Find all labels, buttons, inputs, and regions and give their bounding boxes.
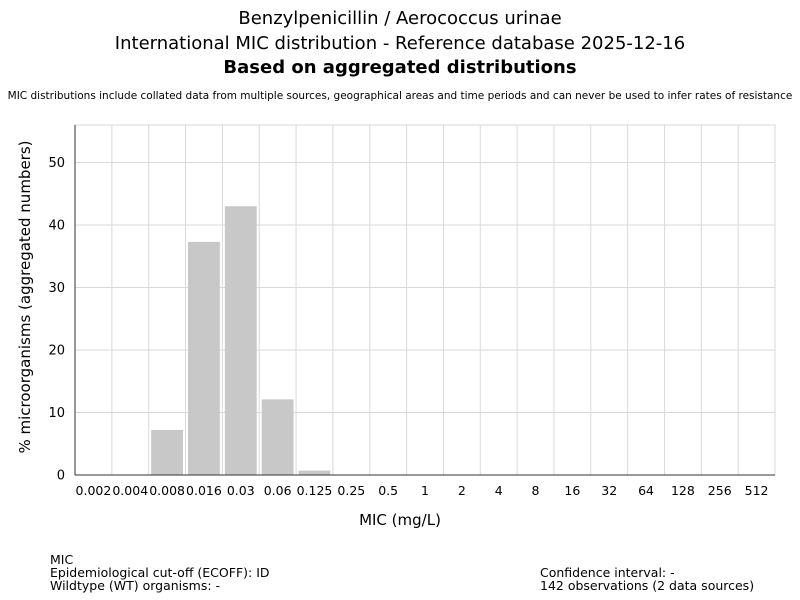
x-tick-label: 16 [564,483,580,498]
footer-right: Confidence interval: - 142 observations … [540,566,754,592]
bar-0.016 [188,241,220,475]
footer-left: MIC Epidemiological cut-off (ECOFF): ID … [50,553,270,592]
x-tick-label: 4 [495,483,503,498]
bar-0.03 [224,206,257,475]
y-tick-label: 0 [57,469,65,484]
plot-frame [74,124,776,476]
x-tick-label: 512 [745,483,769,498]
x-tick-label: 128 [671,483,695,498]
x-tick-label: 256 [708,483,732,498]
x-tick-label: 0.06 [264,483,292,498]
chart-title: Benzylpenicillin / Aerococcus urinae [238,8,562,29]
axes-group [74,125,775,476]
footer-ecoff: Epidemiological cut-off (ECOFF): ID [50,565,270,580]
footer-observations: 142 observations (2 data sources) [540,578,755,593]
y-tick-label: 40 [48,219,65,234]
y-tick-label: 50 [48,156,65,171]
footer-wildtype: Wildtype (WT) organisms: - [50,578,221,593]
y-tick-label: 10 [48,406,65,421]
y-axis-label: % microorganisms (aggregated numbers) [16,140,34,453]
bar-0.125 [298,470,331,475]
x-tick-label: 0.004 [112,483,148,498]
y-tick-labels: 0 10 20 30 40 50 [48,156,65,484]
x-tick-label: 32 [601,483,617,498]
chart-basis-heading: Based on aggregated distributions [223,57,577,78]
bar-0.008 [151,430,184,475]
y-tick-label: 20 [48,344,65,359]
x-tick-label: 0.03 [227,483,255,498]
footer-mic-label: MIC [50,552,74,567]
x-tick-label: 0.016 [186,483,222,498]
grid-lines [74,124,776,476]
x-axis-label: MIC (mg/L) [359,511,441,529]
x-tick-labels: 0.002 0.004 0.008 0.016 0.03 0.06 0.125 0.25 0.5… [76,483,769,498]
y-tick-label: 30 [48,281,65,296]
x-tick-label: 0.008 [149,483,185,498]
disclaimer-text: MIC distributions include collated data … [7,90,793,102]
x-tick-label: 64 [638,483,654,498]
bar-0.06 [261,399,294,475]
x-tick-label: 0.002 [76,483,112,498]
x-tick-label: 0.5 [378,483,398,498]
chart-subtitle: International MIC distribution - Referen… [114,33,686,54]
bars-group [151,206,331,475]
x-tick-label: 0.25 [337,483,365,498]
x-tick-label: 0.125 [297,483,333,498]
footer-confidence-interval: Confidence interval: - [540,565,675,580]
x-tick-label: 2 [458,483,466,498]
x-tick-label: 1 [421,483,429,498]
x-tick-label: 8 [532,483,540,498]
